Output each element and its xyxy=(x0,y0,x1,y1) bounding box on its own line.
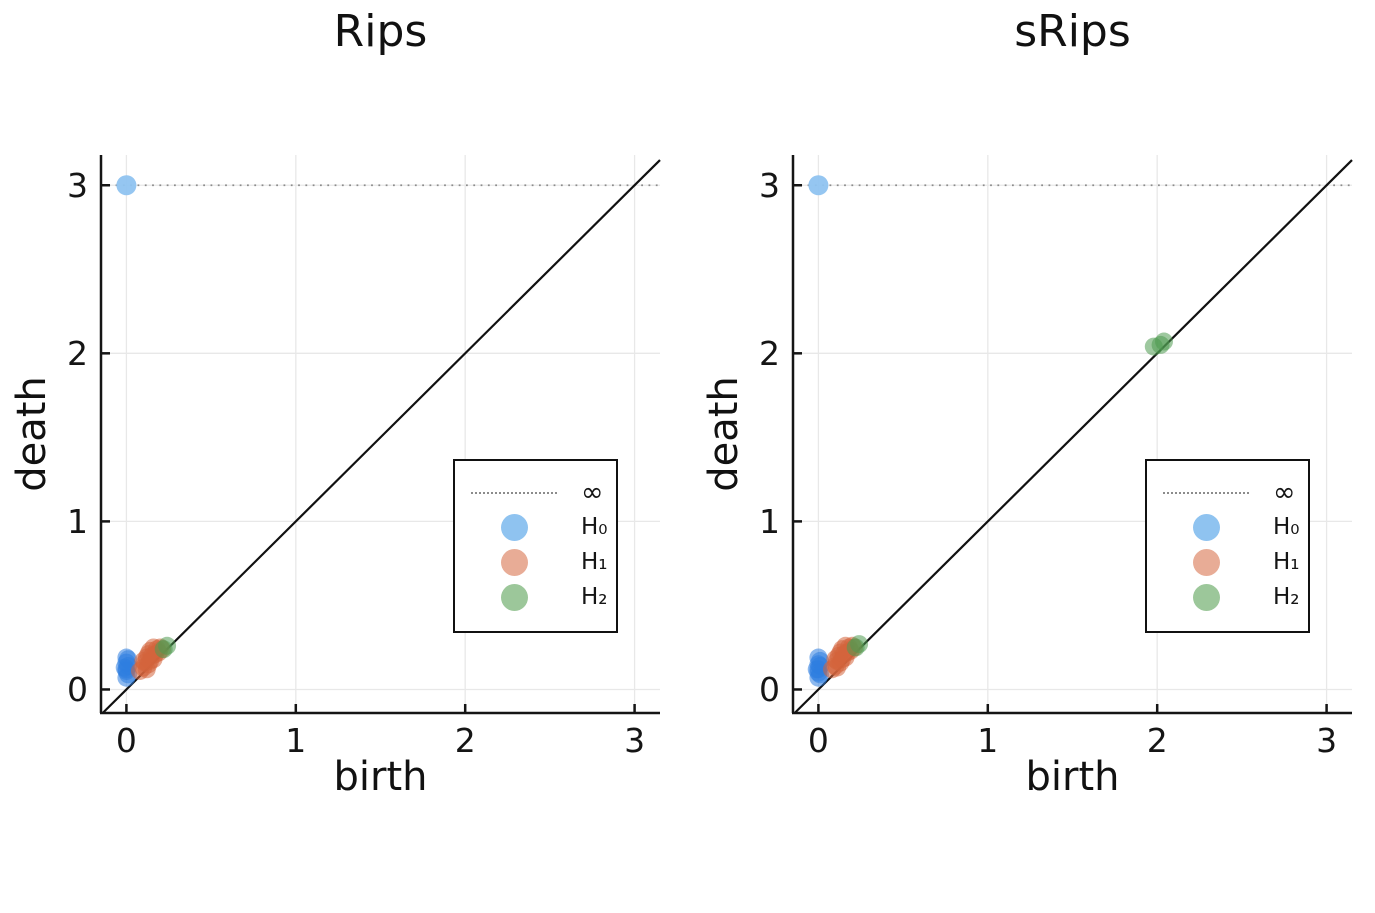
x-tick-label: 3 xyxy=(1316,721,1337,760)
legend-entry-h1: H₁ xyxy=(455,545,616,580)
y-tick-label: 0 xyxy=(759,670,780,709)
diagonal-line xyxy=(793,159,1353,714)
y-tick-label: 0 xyxy=(67,670,88,709)
chart-title-rips: Rips xyxy=(333,6,428,57)
y-tick-label: 1 xyxy=(67,502,88,541)
y-tick-label: 2 xyxy=(759,334,780,373)
legend-label-h1: H₁ xyxy=(1273,549,1300,575)
h1-swatch-cell xyxy=(455,549,573,576)
data-point-h1 xyxy=(139,645,158,664)
legend-label-h0: H₀ xyxy=(581,514,608,540)
legend-label-infinity: ∞ xyxy=(581,477,604,508)
legend-entry-infinity: ∞ xyxy=(1147,475,1308,510)
x-tick-label: 0 xyxy=(808,721,829,760)
data-point-h0 xyxy=(117,660,136,679)
infinity-line-swatch xyxy=(1163,491,1249,494)
infinity-point-h0 xyxy=(116,175,137,196)
legend-entry-h1: H₁ xyxy=(1147,545,1308,580)
infinity-point-h0 xyxy=(808,175,829,196)
y-tick-label: 1 xyxy=(759,502,780,541)
x-tick-label: 3 xyxy=(624,721,645,760)
plot-svg-rips: 0 1 2 3 0 1 2 3 xyxy=(67,155,661,760)
legend-label-h1: H₁ xyxy=(581,549,608,575)
legend-label-h0: H₀ xyxy=(1273,514,1300,540)
legend-entry-h0: H₀ xyxy=(455,510,616,545)
plot-svg-srips: 0 1 2 3 0 1 2 3 xyxy=(759,155,1353,760)
h2-marker-swatch xyxy=(1192,584,1220,611)
h0-swatch-cell xyxy=(455,514,573,541)
h0-swatch-cell xyxy=(1147,514,1265,541)
x-tick-label: 2 xyxy=(1147,721,1168,760)
data-point-h1 xyxy=(831,643,850,662)
data-point-h2 xyxy=(850,635,869,654)
h0-marker-swatch xyxy=(500,514,528,541)
legend-srips: ∞ H₀ H₁ H₂ xyxy=(1145,459,1310,633)
diagonal-line xyxy=(101,159,661,714)
legend-rips: ∞ H₀ H₁ H₂ xyxy=(453,459,618,633)
data-point-h2 xyxy=(1154,332,1173,351)
h1-marker-swatch xyxy=(500,549,528,576)
x-tick-label: 2 xyxy=(455,721,476,760)
legend-label-infinity: ∞ xyxy=(1273,477,1296,508)
x-axis-label-birth: birth xyxy=(1025,754,1120,800)
legend-entry-h2: H₂ xyxy=(455,580,616,615)
h0-marker-swatch xyxy=(1192,514,1220,541)
x-axis-label-birth: birth xyxy=(333,754,428,800)
infinity-swatch-cell xyxy=(1147,491,1265,494)
infinity-swatch-cell xyxy=(455,491,573,494)
data-point-h2 xyxy=(158,636,177,655)
y-tick-label: 3 xyxy=(759,166,780,205)
h2-swatch-cell xyxy=(455,584,573,611)
data-point-h0 xyxy=(809,660,828,679)
h2-marker-swatch xyxy=(500,584,528,611)
x-tick-label: 0 xyxy=(116,721,137,760)
h2-swatch-cell xyxy=(1147,584,1265,611)
x-tick-label: 1 xyxy=(285,721,306,760)
chart-title-srips: sRips xyxy=(1014,6,1131,57)
legend-entry-h0: H₀ xyxy=(1147,510,1308,545)
x-tick-label: 1 xyxy=(977,721,998,760)
h1-swatch-cell xyxy=(1147,549,1265,576)
legend-label-h2: H₂ xyxy=(581,584,608,610)
h1-marker-swatch xyxy=(1192,549,1220,576)
legend-entry-h2: H₂ xyxy=(1147,580,1308,615)
infinity-line-swatch xyxy=(471,491,557,494)
legend-label-h2: H₂ xyxy=(1273,584,1300,610)
y-tick-label: 3 xyxy=(67,166,88,205)
legend-entry-infinity: ∞ xyxy=(455,475,616,510)
y-tick-label: 2 xyxy=(67,334,88,373)
